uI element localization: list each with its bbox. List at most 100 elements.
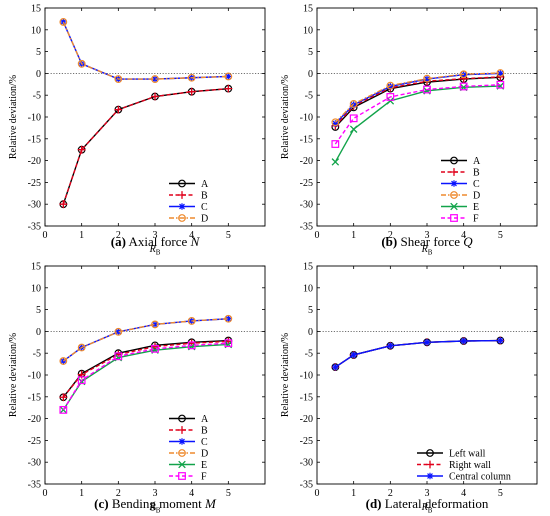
- legend-label: A: [201, 414, 209, 425]
- series-d: [59, 18, 233, 83]
- data-point: [497, 337, 504, 344]
- data-point: [59, 18, 68, 26]
- y-tick-label: -30: [28, 458, 41, 469]
- y-tick-label: -10: [28, 113, 41, 124]
- legend-marker: [178, 449, 186, 457]
- y-tick-label: -15: [28, 134, 41, 145]
- series-line: [62, 318, 229, 362]
- legend-entry: A: [169, 179, 209, 190]
- y-axis-label: Relative deviation/%: [280, 75, 291, 159]
- legend-label: F: [201, 472, 207, 483]
- legend-label: B: [201, 426, 208, 437]
- data-point: [386, 81, 395, 90]
- panel-caption: (b) Shear force Q: [381, 234, 473, 249]
- legend-label: B: [473, 168, 480, 179]
- legend-entry: C: [169, 437, 208, 448]
- y-tick-label: -5: [33, 349, 41, 360]
- x-tick-label: 1: [351, 230, 356, 241]
- x-tick-label: 5: [498, 488, 503, 499]
- data-point: [224, 339, 233, 348]
- legend-marker: [178, 460, 186, 469]
- legend-marker: [178, 179, 186, 188]
- data-point: [349, 125, 358, 133]
- data-point: [59, 393, 68, 402]
- series-f: [59, 339, 233, 414]
- data-point: [114, 327, 123, 336]
- data-point: [224, 314, 233, 323]
- data-point: [77, 59, 86, 68]
- series-line: [334, 72, 501, 123]
- data-point: [77, 376, 86, 385]
- x-tick-label: 2: [116, 230, 121, 241]
- legend-marker: [178, 414, 186, 423]
- legend-entry: D: [441, 191, 480, 202]
- y-axis-label: Relative deviation/%: [8, 75, 19, 159]
- legend-entry: C: [169, 202, 208, 213]
- x-tick-label: 2: [388, 488, 393, 499]
- legend-label: D: [201, 449, 208, 460]
- data-point: [423, 339, 431, 346]
- y-axis-label: Relative deviation/%: [280, 333, 291, 417]
- legend-label: F: [473, 214, 479, 225]
- plot-frame: [44, 7, 266, 227]
- y-tick-label: -20: [28, 414, 41, 425]
- data-point: [114, 352, 123, 361]
- y-tick-label: 5: [36, 305, 41, 316]
- y-tick-label: 5: [308, 47, 313, 58]
- data-point: [59, 357, 68, 365]
- series-line: [334, 84, 501, 145]
- legend-label: C: [473, 179, 480, 190]
- series-c: [60, 18, 232, 83]
- data-point: [115, 328, 122, 336]
- data-point: [151, 92, 159, 101]
- legend-entry: E: [441, 202, 479, 213]
- series-line: [62, 342, 229, 411]
- y-axis-label: Relative deviation/%: [8, 333, 19, 417]
- series-f: [331, 80, 505, 148]
- data-point: [187, 73, 196, 82]
- data-point: [114, 75, 123, 83]
- series-d: [331, 69, 505, 127]
- y-tick-label: -10: [28, 371, 41, 382]
- series-line: [62, 318, 229, 362]
- data-point: [349, 100, 358, 108]
- legend-entry: F: [169, 472, 207, 483]
- legend-label: E: [201, 460, 207, 471]
- x-tick-label: 5: [226, 230, 231, 241]
- x-axis-label: RB: [149, 244, 161, 257]
- legend-label: A: [201, 179, 209, 190]
- data-point: [460, 337, 467, 345]
- data-point: [151, 344, 159, 353]
- data-point: [497, 70, 504, 77]
- data-point: [59, 406, 68, 414]
- data-point: [350, 351, 357, 359]
- data-point: [386, 93, 395, 101]
- legend-marker: [450, 168, 458, 176]
- series-c: [60, 315, 232, 365]
- data-point: [331, 140, 340, 148]
- y-tick-label: -5: [33, 91, 41, 102]
- legend-entry: F: [441, 214, 479, 225]
- data-point: [60, 357, 67, 365]
- x-tick-label: 1: [79, 488, 84, 499]
- legend-entry: A: [169, 414, 209, 425]
- legend-entry: D: [169, 214, 208, 225]
- x-tick-label: 3: [153, 230, 158, 241]
- y-tick-label: -25: [28, 178, 41, 189]
- data-point: [423, 85, 431, 94]
- x-tick-label: 4: [189, 230, 194, 241]
- y-tick-label: -20: [300, 414, 313, 425]
- data-point: [331, 118, 340, 127]
- data-point: [151, 75, 159, 83]
- y-tick-label: -30: [300, 458, 313, 469]
- y-tick-label: 10: [303, 283, 313, 294]
- y-tick-label: 10: [303, 25, 313, 36]
- series-a: [59, 336, 233, 402]
- y-tick-label: -25: [300, 178, 313, 189]
- series-line: [334, 85, 501, 163]
- legend-marker: [426, 449, 434, 457]
- legend-label: B: [201, 191, 208, 202]
